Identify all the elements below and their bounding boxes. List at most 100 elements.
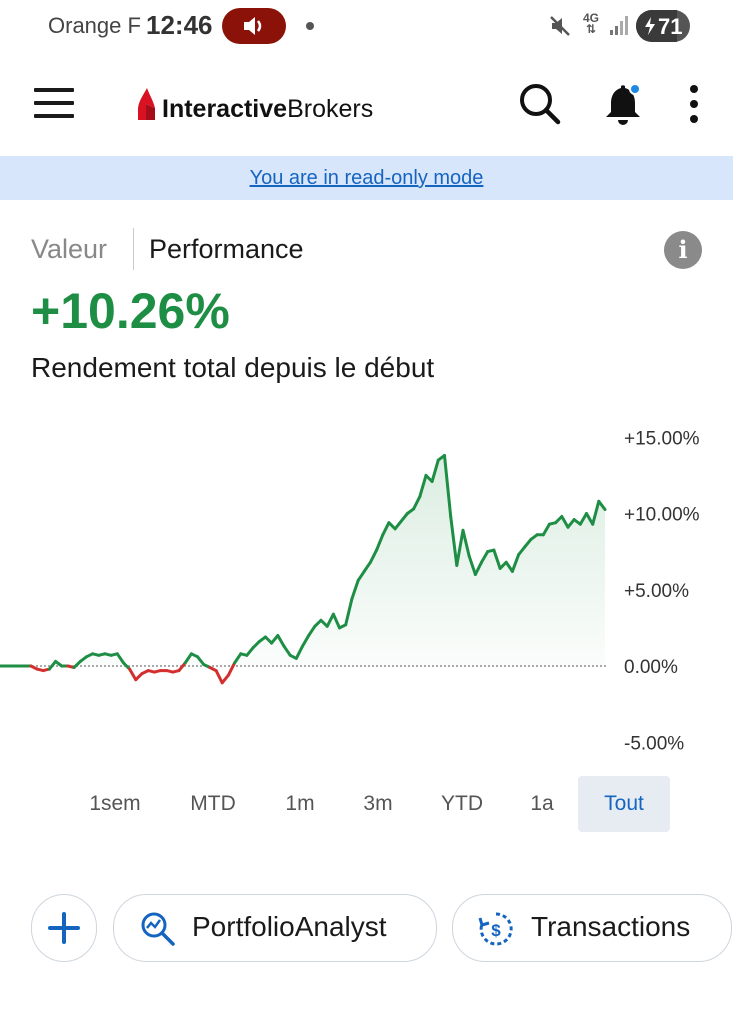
- performance-line-segment: [517, 545, 527, 557]
- performance-line-segment: [461, 528, 471, 558]
- menu-icon[interactable]: [34, 88, 74, 118]
- range-3m[interactable]: 3m: [363, 792, 393, 815]
- range-ytd[interactable]: YTD: [441, 792, 483, 815]
- performance-line-segment: [331, 612, 341, 630]
- read-only-banner: You are in read-only mode: [0, 156, 733, 200]
- performance-value: +10.26%: [31, 283, 230, 339]
- portfolio-analyst-button[interactable]: PortfolioAnalyst: [113, 894, 437, 962]
- performance-line-segment: [350, 579, 360, 601]
- dollar-refresh-icon: $: [478, 912, 513, 946]
- transactions-label: Transactions: [531, 911, 691, 942]
- performance-line-segment: [412, 495, 422, 511]
- performance-line-segment: [455, 528, 465, 567]
- performance-line-segment: [418, 473, 428, 499]
- ib-logo-icon: [138, 88, 155, 120]
- performance-line-segment: [47, 659, 58, 671]
- tab-divider: [133, 228, 134, 270]
- charging-icon: [645, 17, 655, 35]
- performance-line-segment: [480, 550, 490, 564]
- performance-line-segment: [368, 548, 379, 564]
- battery-level: 71: [658, 14, 683, 39]
- performance-line-segment: [276, 634, 286, 648]
- performance-line-segment: [245, 646, 255, 657]
- performance-line-segment: [301, 634, 311, 648]
- range-1m[interactable]: 1m: [285, 792, 315, 815]
- mute-icon: [550, 16, 570, 36]
- bell-icon[interactable]: [603, 82, 643, 126]
- app-header: InteractiveBrokers: [0, 60, 733, 150]
- performance-line-segment: [541, 522, 551, 537]
- y-tick-label: -5.00%: [624, 733, 684, 754]
- sound-indicator[interactable]: [222, 8, 286, 44]
- performance-line-segment: [220, 673, 230, 685]
- performance-line-segment: [196, 655, 206, 666]
- status-bar: Orange F 12:46 4G ⇅ 71: [0, 0, 733, 52]
- performance-line-segment: [177, 661, 187, 673]
- performance-line-segment: [270, 634, 280, 645]
- range-1a[interactable]: 1a: [530, 792, 554, 815]
- performance-line-segment: [399, 512, 409, 523]
- info-icon[interactable]: i: [664, 231, 702, 269]
- performance-line-segment: [362, 560, 372, 573]
- performance-line-segment: [430, 458, 440, 483]
- clock: 12:46: [146, 10, 213, 40]
- range-1sem[interactable]: 1sem: [89, 792, 141, 815]
- speaker-icon: [244, 17, 262, 35]
- network-label: 4G: [582, 11, 599, 25]
- brand-bold: Interactive: [162, 95, 288, 123]
- search-icon[interactable]: [518, 82, 562, 126]
- portfolio-analyst-label: PortfolioAnalyst: [192, 911, 387, 942]
- transactions-button[interactable]: $ Transactions: [452, 894, 732, 962]
- performance-line-segment: [492, 548, 502, 570]
- performance-line-segment: [393, 519, 403, 531]
- network-type-icon: 4G ⇅: [582, 11, 599, 36]
- range-tout[interactable]: Tout: [578, 776, 670, 832]
- performance-line-segment: [523, 537, 533, 549]
- performance-line-segment: [183, 652, 193, 665]
- add-button[interactable]: [31, 894, 97, 962]
- tab-valeur[interactable]: Valeur: [31, 234, 108, 264]
- performance-line-segment: [473, 560, 483, 576]
- performance-line-segment: [128, 667, 138, 682]
- performance-line-segment: [307, 624, 317, 637]
- battery-indicator: 71: [636, 10, 690, 42]
- tab-performance[interactable]: Performance: [149, 234, 304, 264]
- range-mtd[interactable]: MTD: [190, 792, 236, 815]
- performance-line-segment: [467, 554, 477, 576]
- carrier-name: Orange F: [48, 13, 141, 38]
- performance-line-segment: [356, 569, 366, 583]
- performance-line-segment: [325, 612, 335, 628]
- performance-line-segment: [375, 533, 385, 552]
- performance-line-segment: [597, 499, 607, 511]
- read-only-link[interactable]: You are in read-only mode: [249, 167, 484, 189]
- y-tick-label: +10.00%: [624, 505, 700, 526]
- range-selector: 1sem MTD 1m 3m YTD 1a Tout: [0, 776, 733, 832]
- performance-chart[interactable]: +15.00% +10.00% +5.00% 0.00% -5.00%: [0, 420, 733, 760]
- performance-line-segment: [578, 512, 588, 526]
- brand-regular: Brokers: [287, 95, 374, 123]
- performance-line-segment: [560, 515, 570, 529]
- analytics-search-icon: [141, 912, 175, 946]
- performance-line-segment: [226, 661, 237, 677]
- performance-line-segment: [115, 652, 125, 665]
- performance-line-segment: [381, 521, 391, 537]
- y-tick-label: +15.00%: [624, 428, 700, 449]
- y-tick-label: 0.00%: [624, 657, 678, 678]
- performance-line-segment: [443, 454, 453, 518]
- performance-line-segment: [591, 499, 601, 526]
- notification-dot: [306, 22, 314, 30]
- performance-label: Rendement total depuis le début: [31, 352, 435, 383]
- performance-line-segment: [344, 597, 354, 627]
- performance-line-segment: [566, 518, 576, 529]
- y-tick-label: +5.00%: [624, 581, 689, 602]
- brand-name: InteractiveBrokers: [162, 95, 373, 124]
- performance-area: [0, 455, 605, 666]
- performance-line-segment: [233, 652, 243, 665]
- svg-text:$: $: [491, 921, 501, 940]
- more-options-icon[interactable]: [688, 84, 700, 124]
- performance-line-segment: [510, 553, 521, 573]
- plus-icon: [48, 912, 80, 944]
- performance-line-segment: [214, 669, 224, 685]
- performance-line-segment: [282, 644, 292, 657]
- performance-line-segment: [294, 644, 304, 660]
